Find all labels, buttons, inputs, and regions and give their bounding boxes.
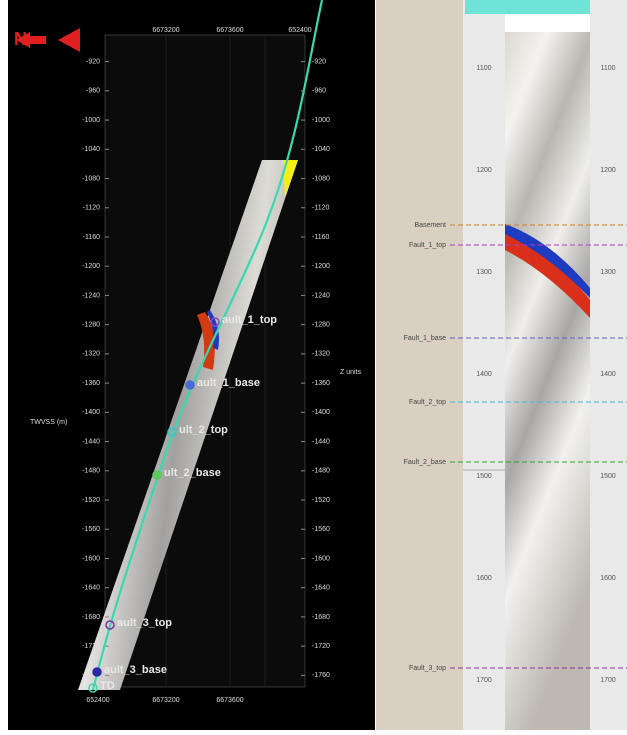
y-tick-label: -1400	[82, 409, 100, 416]
y2-tick-label: -1080	[312, 175, 330, 182]
depth-label: 1600	[476, 575, 492, 582]
y-tick-label: -1120	[83, 205, 100, 212]
depth-label-right: 1300	[600, 269, 616, 276]
well-marker	[93, 668, 101, 676]
marker-label: TD	[100, 680, 115, 692]
y2-tick-label: -1640	[312, 585, 330, 592]
x-top-label: 6673200	[152, 27, 179, 34]
depth-label-right: 1400	[600, 371, 616, 378]
marker-label: ult_2_top	[179, 424, 228, 436]
depth-label-right: 1600	[600, 575, 616, 582]
y-tick-label: -1280	[82, 322, 100, 329]
y-tick-label: -1520	[82, 497, 100, 504]
y2-tick-label: -1720	[312, 643, 330, 650]
screenshot: N TWVSS (m) Z units -920 -920 -960 -960 -100…	[0, 0, 627, 730]
seismic-column	[505, 22, 590, 730]
y2-tick-label: -1400	[312, 409, 330, 416]
x-bottom-label: 652400	[86, 697, 109, 704]
depth-label-right: 1100	[600, 65, 615, 72]
y2-tick-label: -1200	[312, 263, 330, 270]
depth-label: 1100	[476, 65, 491, 72]
depth-track-right	[590, 0, 627, 730]
y-tick-label: -1600	[82, 555, 100, 562]
horizon-label: Fault_1_base	[404, 335, 447, 342]
horizon-label: Basement	[414, 222, 446, 229]
y2-tick-label: -1320	[312, 351, 330, 358]
y-tick-label: -1160	[83, 234, 100, 241]
y2-tick-label: -1480	[312, 468, 330, 475]
y-tick-label: -1200	[82, 263, 100, 270]
x-top-label: 6673600	[216, 27, 243, 34]
y-tick-label: -960	[86, 88, 100, 95]
y-axis-title: TWVSS (m)	[30, 419, 67, 426]
track-header	[465, 0, 590, 14]
x-bottom-label: 6673600	[216, 697, 243, 704]
track-header-white	[505, 22, 590, 32]
y2-tick-label: -1240	[312, 292, 330, 299]
horizon-panel	[376, 0, 463, 730]
depth-label-right: 1200	[600, 167, 616, 174]
x-bottom-label: 6673200	[152, 697, 179, 704]
y-tick-label: -1320	[82, 351, 100, 358]
y2-tick-label: -1680	[312, 614, 330, 621]
depth-label: 1300	[476, 269, 492, 276]
well-marker	[186, 381, 194, 389]
y-tick-label: -1680	[82, 614, 100, 621]
y2-tick-label: -1560	[312, 526, 330, 533]
y2-axis-title: Z units	[340, 369, 362, 376]
y-tick-label: -920	[86, 58, 100, 65]
y-tick-label: -1640	[82, 585, 100, 592]
y-tick-label: -1560	[82, 526, 100, 533]
y2-tick-label: -1120	[312, 205, 329, 212]
y2-tick-label: -1600	[312, 555, 330, 562]
depth-label: 1700	[476, 677, 492, 684]
depth-label: 1200	[476, 167, 492, 174]
horizon-label: Fault_3_top	[409, 665, 446, 672]
marker-label: ault_3_top	[117, 617, 172, 629]
y-tick-label: -1040	[82, 146, 100, 153]
marker-label: ult_2_base	[164, 467, 221, 479]
well-marker	[153, 471, 161, 479]
y-tick-label: -1720	[82, 643, 100, 650]
y-tick-label: -1360	[82, 380, 100, 387]
depth-label-right: 1500	[600, 473, 616, 480]
depth-label: 1500	[476, 473, 492, 480]
y2-tick-label: -1040	[312, 146, 330, 153]
y2-tick-label: -1760	[312, 672, 330, 679]
y2-tick-label: -1280	[312, 322, 330, 329]
x-top-label: 652400	[288, 27, 311, 34]
horizon-label: Fault_2_top	[409, 399, 446, 406]
y2-tick-label: -1440	[312, 438, 330, 445]
y-tick-label: -1240	[82, 292, 100, 299]
y2-tick-label: -1520	[312, 497, 330, 504]
y2-tick-label: -920	[312, 58, 326, 65]
y2-tick-label: -1000	[312, 117, 330, 124]
y-tick-label: -1440	[82, 438, 100, 445]
y-tick-label: -1000	[82, 117, 100, 124]
y2-tick-label: -960	[312, 88, 326, 95]
depth-label: 1400	[476, 371, 492, 378]
depth-label-right: 1700	[600, 677, 616, 684]
horizon-label: Fault_2_base	[404, 459, 447, 466]
north-label: N	[14, 29, 27, 49]
y2-tick-label: -1360	[312, 380, 330, 387]
y-tick-label: -1480	[82, 468, 100, 475]
y2-tick-label: -1160	[312, 234, 329, 241]
marker-label: ault_1_top	[222, 314, 277, 326]
y-tick-label: -1080	[82, 175, 100, 182]
marker-label: ault_3_base	[104, 664, 167, 676]
marker-label: ault_1_base	[197, 377, 260, 389]
depth-track	[463, 0, 505, 730]
horizon-label: Fault_1_top	[409, 242, 446, 249]
